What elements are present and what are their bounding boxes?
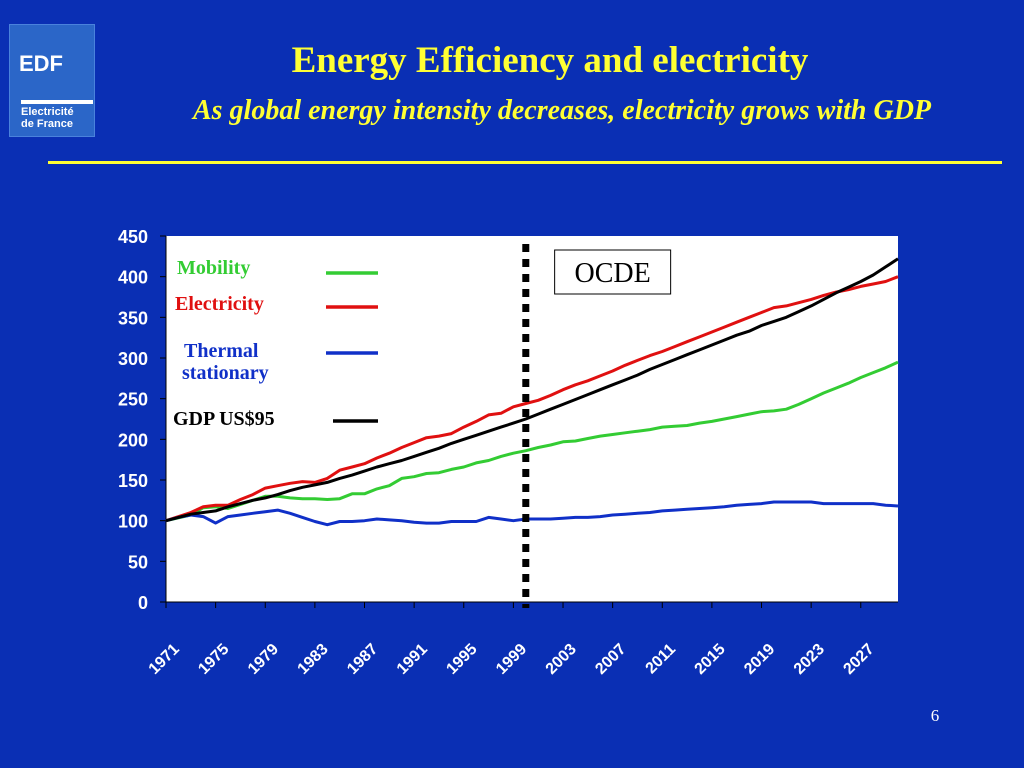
y-tick-label: 300 <box>118 349 148 369</box>
title-divider <box>48 161 1002 164</box>
ocde-annotation: OCDE <box>554 249 672 295</box>
series-line-electricity <box>165 275 899 523</box>
x-tick-label: 1979 <box>245 641 282 678</box>
x-tick-label: 1995 <box>443 641 480 678</box>
logo-subtitle: Electricité de France <box>21 106 95 130</box>
x-tick-label: 2011 <box>643 641 680 678</box>
x-tick-label: 2023 <box>791 641 828 678</box>
ocde-label: OCDE <box>575 258 651 289</box>
y-tick-label: 450 <box>118 227 148 247</box>
slide-subtitle: As global energy intensity decreases, el… <box>192 95 932 126</box>
legend: Mobility Electricity Thermal stationary GDP … <box>173 257 378 430</box>
y-tick-label: 0 <box>138 593 148 613</box>
y-tick-label: 100 <box>118 512 148 532</box>
logo-line2: de France <box>21 118 73 130</box>
x-tick-label: 2007 <box>592 641 629 678</box>
series-lines <box>165 257 899 527</box>
x-tick-label: 1983 <box>295 641 332 678</box>
x-tick-label: 1987 <box>344 641 381 678</box>
plot-area <box>166 236 898 602</box>
x-tick-label: 1975 <box>195 641 232 678</box>
series-line-gdp-us-95 <box>165 257 899 523</box>
logo-brand: EDF <box>19 51 63 76</box>
edf-logo: EDF Electricité de France <box>9 24 95 137</box>
legend-label-electricity: Electricity <box>175 293 264 315</box>
y-tick-label: 150 <box>118 471 148 491</box>
x-tick-label: 2027 <box>840 641 877 678</box>
slide-title: Energy Efficiency and electricity <box>291 40 809 81</box>
series-line-mobility <box>165 360 899 523</box>
x-tick-label: 1991 <box>394 641 431 678</box>
y-tick-label: 400 <box>118 268 148 288</box>
logo-line1: Electricité <box>21 106 74 118</box>
y-axis: 0 50 100 150 200 250 300 350 400 450 <box>118 227 167 613</box>
x-tick-label: 1999 <box>493 641 530 678</box>
legend-label-thermal-stationary: Thermal stationary <box>182 340 269 384</box>
ocde-box <box>554 249 672 295</box>
x-tick-label: 2015 <box>692 641 729 678</box>
series-line-thermal-stationary <box>165 500 899 527</box>
legend-label-gdp-us-95: GDP US$95 <box>173 408 275 430</box>
x-axis: 1971 1975 1979 1983 1987 1991 1995 1999 2003 2007… <box>146 601 898 678</box>
x-tick-label: 2003 <box>543 641 580 678</box>
page-number: 6 <box>930 706 940 725</box>
x-tick-label: 2019 <box>741 641 778 678</box>
logo-bar <box>21 100 93 104</box>
y-tick-label: 250 <box>118 390 148 410</box>
y-tick-label: 350 <box>118 308 148 328</box>
y-tick-label: 200 <box>118 430 148 450</box>
y-tick-label: 50 <box>128 552 148 572</box>
legend-label-mobility: Mobility <box>177 257 250 279</box>
x-tick-label: 1971 <box>146 641 183 678</box>
